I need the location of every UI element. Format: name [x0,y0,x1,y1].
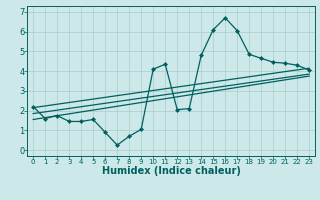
X-axis label: Humidex (Indice chaleur): Humidex (Indice chaleur) [102,166,241,176]
